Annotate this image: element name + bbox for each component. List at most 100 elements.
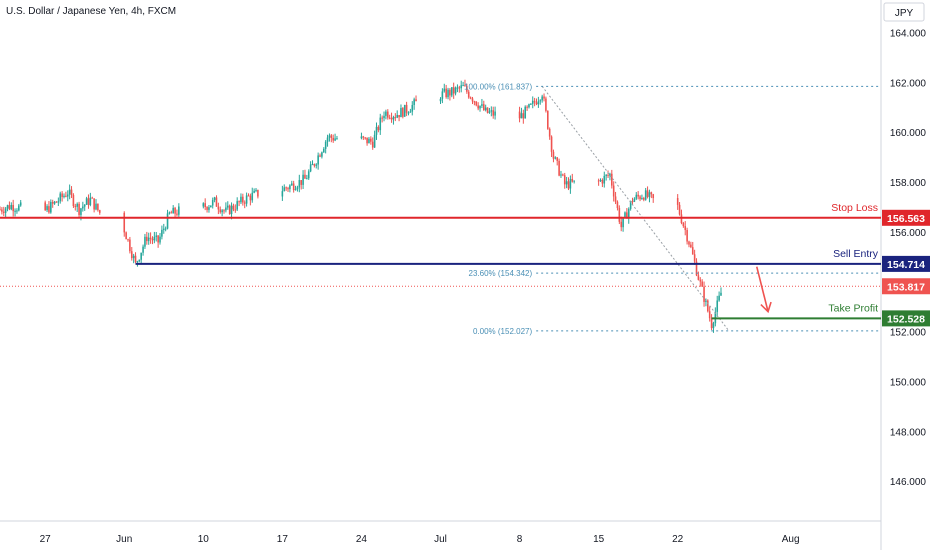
candle-body[interactable] — [641, 198, 643, 200]
candle-body[interactable] — [225, 207, 227, 211]
candle-body[interactable] — [407, 112, 410, 114]
candle-body[interactable] — [464, 85, 466, 87]
candle-body[interactable] — [149, 237, 152, 239]
candle-body[interactable] — [454, 87, 457, 94]
candle-body[interactable] — [707, 300, 709, 312]
candle-body[interactable] — [292, 183, 295, 191]
candle-body[interactable] — [411, 104, 414, 112]
candle-body[interactable] — [492, 110, 495, 116]
candle-body[interactable] — [157, 235, 159, 243]
candle-body[interactable] — [219, 209, 222, 213]
candle-body[interactable] — [89, 197, 92, 205]
candle-body[interactable] — [132, 255, 135, 259]
candle-body[interactable] — [55, 201, 58, 203]
candle-body[interactable] — [375, 126, 378, 135]
candle-body[interactable] — [289, 185, 291, 190]
candle-body[interactable] — [324, 141, 327, 149]
candle-body[interactable] — [127, 239, 129, 241]
currency-box[interactable] — [883, 2, 925, 22]
candle-body[interactable] — [452, 87, 455, 94]
candle-body[interactable] — [0, 209, 1, 211]
candle-body[interactable] — [648, 192, 651, 197]
candle-body[interactable] — [176, 213, 178, 215]
candle-body[interactable] — [471, 98, 474, 102]
candle-body[interactable] — [330, 135, 333, 138]
candle-body[interactable] — [228, 205, 231, 215]
candle-body[interactable] — [245, 195, 248, 204]
candle-body[interactable] — [386, 111, 389, 118]
candle-body[interactable] — [624, 212, 626, 218]
candle-body[interactable] — [716, 300, 719, 312]
candle-body[interactable] — [236, 201, 238, 210]
candle-body[interactable] — [238, 201, 240, 203]
candle-body[interactable] — [336, 138, 338, 140]
candle-body[interactable] — [322, 148, 325, 153]
candle-body[interactable] — [18, 205, 20, 211]
candle-body[interactable] — [479, 105, 481, 109]
candle-body[interactable] — [226, 205, 229, 208]
candle-body[interactable] — [46, 206, 48, 211]
candle-body[interactable] — [545, 98, 547, 111]
candle-body[interactable] — [281, 191, 284, 197]
candle-body[interactable] — [631, 201, 634, 203]
candle-body[interactable] — [518, 111, 521, 119]
candle-body[interactable] — [371, 141, 374, 148]
candle-body[interactable] — [290, 183, 293, 186]
candle-body[interactable] — [147, 237, 150, 242]
candle-body[interactable] — [383, 115, 385, 119]
candle-body[interactable] — [170, 212, 173, 214]
candle-body[interactable] — [300, 180, 302, 185]
candle-body[interactable] — [541, 96, 543, 101]
candle-body[interactable] — [98, 210, 101, 213]
candle-body[interactable] — [377, 126, 380, 131]
candle-body[interactable] — [558, 160, 560, 176]
candle-body[interactable] — [368, 138, 370, 144]
candle-body[interactable] — [443, 88, 446, 92]
candle-body[interactable] — [134, 255, 137, 262]
candle-body[interactable] — [718, 295, 720, 301]
candle-body[interactable] — [612, 185, 615, 197]
candle-body[interactable] — [481, 104, 483, 106]
candle-body[interactable] — [614, 196, 617, 202]
candle-body[interactable] — [597, 180, 600, 182]
candle-body[interactable] — [76, 203, 78, 207]
candle-body[interactable] — [490, 110, 493, 112]
candle-body[interactable] — [644, 190, 647, 200]
candle-body[interactable] — [686, 230, 688, 242]
candle-body[interactable] — [206, 207, 208, 210]
candle-body[interactable] — [635, 194, 638, 199]
candle-body[interactable] — [394, 117, 397, 119]
candle-body[interactable] — [701, 281, 703, 287]
candle-body[interactable] — [637, 194, 639, 197]
candle-body[interactable] — [449, 89, 451, 96]
candle-body[interactable] — [168, 212, 171, 214]
candle-body[interactable] — [682, 223, 685, 227]
candle-body[interactable] — [74, 206, 77, 208]
candle-body[interactable] — [699, 279, 702, 282]
candle-body[interactable] — [208, 207, 210, 210]
candle-body[interactable] — [172, 207, 174, 214]
candle-body[interactable] — [370, 138, 372, 142]
candle-body[interactable] — [703, 286, 705, 302]
candle-body[interactable] — [458, 87, 461, 89]
candle-body[interactable] — [473, 101, 476, 103]
candle-body[interactable] — [396, 115, 399, 118]
candle-body[interactable] — [690, 244, 692, 248]
candle-body[interactable] — [705, 300, 707, 302]
candle-body[interactable] — [402, 108, 404, 117]
candle-body[interactable] — [488, 111, 491, 113]
candle-body[interactable] — [162, 228, 165, 230]
candle-body[interactable] — [44, 202, 46, 211]
candle-body[interactable] — [618, 208, 621, 222]
candle-body[interactable] — [14, 210, 16, 212]
candle-body[interactable] — [565, 181, 568, 185]
candle-body[interactable] — [48, 206, 50, 213]
candle-body[interactable] — [684, 226, 687, 231]
candle-body[interactable] — [61, 193, 63, 197]
candle-body[interactable] — [710, 318, 713, 329]
candle-body[interactable] — [332, 137, 334, 141]
candle-body[interactable] — [486, 107, 489, 113]
candle-body[interactable] — [243, 202, 246, 204]
candle-body[interactable] — [450, 87, 453, 96]
candle-body[interactable] — [573, 180, 575, 182]
